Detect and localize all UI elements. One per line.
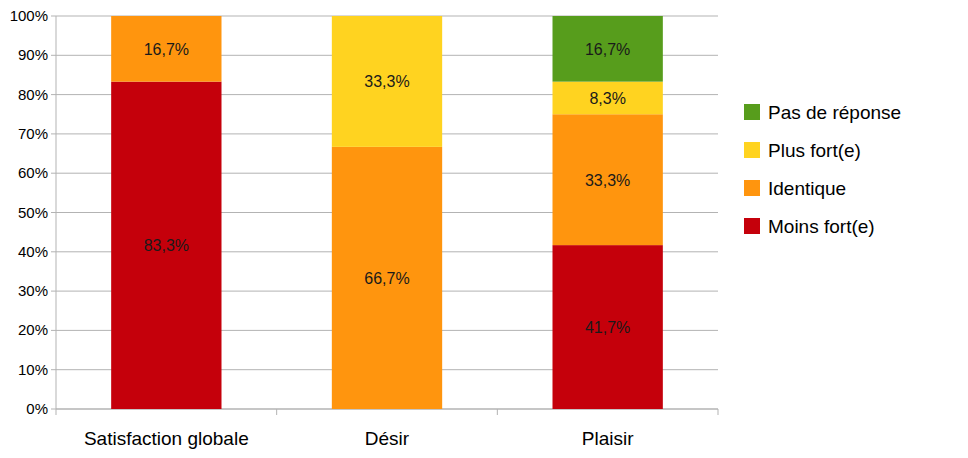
legend: Pas de réponse Plus fort(e) Identique Moins… — [744, 102, 901, 237]
x-tick — [276, 409, 277, 415]
legend-label: Plus fort(e) — [768, 140, 861, 161]
data-label: 16,7% — [585, 41, 630, 58]
data-label: 33,3% — [364, 73, 409, 90]
bars — [111, 16, 663, 409]
x-tick-label: Plaisir — [582, 428, 634, 449]
y-tick-label: 0% — [26, 400, 48, 417]
bar-segment — [553, 16, 663, 82]
y-tick — [51, 16, 56, 17]
bar-segment — [111, 16, 221, 17]
y-tick — [51, 94, 56, 95]
data-label: 41,7% — [585, 319, 630, 336]
y-tick-label: 90% — [18, 46, 48, 63]
y-tick — [51, 173, 56, 174]
y-tick — [51, 369, 56, 370]
y-tick — [51, 251, 56, 252]
chart: 0% 10% 20% 30% 40% 50% 60% 70% 80% 90% 100% Satisfa… — [0, 0, 968, 458]
bar-segment — [553, 245, 663, 409]
y-axis — [56, 16, 57, 409]
y-tick-label: 40% — [18, 243, 48, 260]
data-label: 16,7% — [144, 41, 189, 58]
bar-segment — [553, 82, 663, 115]
data-label: 66,7% — [364, 270, 409, 287]
x-tick-label: Satisfaction globale — [84, 428, 249, 449]
bar-segment — [332, 16, 442, 147]
bar-segment — [111, 16, 221, 17]
y-tick-label: 60% — [18, 164, 48, 181]
data-labels: 83,3% 16,7% 66,7% 33,3% 41,7% 33,3% 8,3% 16,7% — [144, 41, 631, 336]
y-tick-label: 30% — [18, 282, 48, 299]
legend-swatch — [744, 104, 760, 120]
data-label: 33,3% — [585, 172, 630, 189]
y-tick — [51, 409, 56, 410]
y-tick — [51, 291, 56, 292]
bar-segment — [111, 16, 221, 82]
y-tick — [51, 330, 56, 331]
legend-label: Pas de réponse — [768, 102, 901, 123]
y-tick — [51, 133, 56, 134]
y-tick — [51, 212, 56, 213]
bar-segment — [111, 82, 221, 409]
x-tick-label: Désir — [365, 428, 410, 449]
x-tick — [718, 409, 719, 415]
data-label: 8,3% — [589, 90, 625, 107]
y-tick-label: 70% — [18, 125, 48, 142]
legend-swatch — [744, 180, 760, 196]
x-tick — [497, 409, 498, 415]
bar-segment — [553, 114, 663, 245]
y-tick-label: 20% — [18, 321, 48, 338]
bar-segment — [332, 16, 442, 17]
y-tick-label: 100% — [10, 7, 48, 24]
y-tick — [51, 55, 56, 56]
y-tick-label: 80% — [18, 86, 48, 103]
bar-segment — [332, 147, 442, 409]
y-tick-label: 10% — [18, 361, 48, 378]
legend-swatch — [744, 218, 760, 234]
legend-label: Identique — [768, 178, 846, 199]
legend-swatch — [744, 142, 760, 158]
data-label: 83,3% — [144, 237, 189, 254]
legend-label: Moins fort(e) — [768, 216, 875, 237]
x-tick — [56, 409, 57, 415]
y-tick-label: 50% — [18, 204, 48, 221]
